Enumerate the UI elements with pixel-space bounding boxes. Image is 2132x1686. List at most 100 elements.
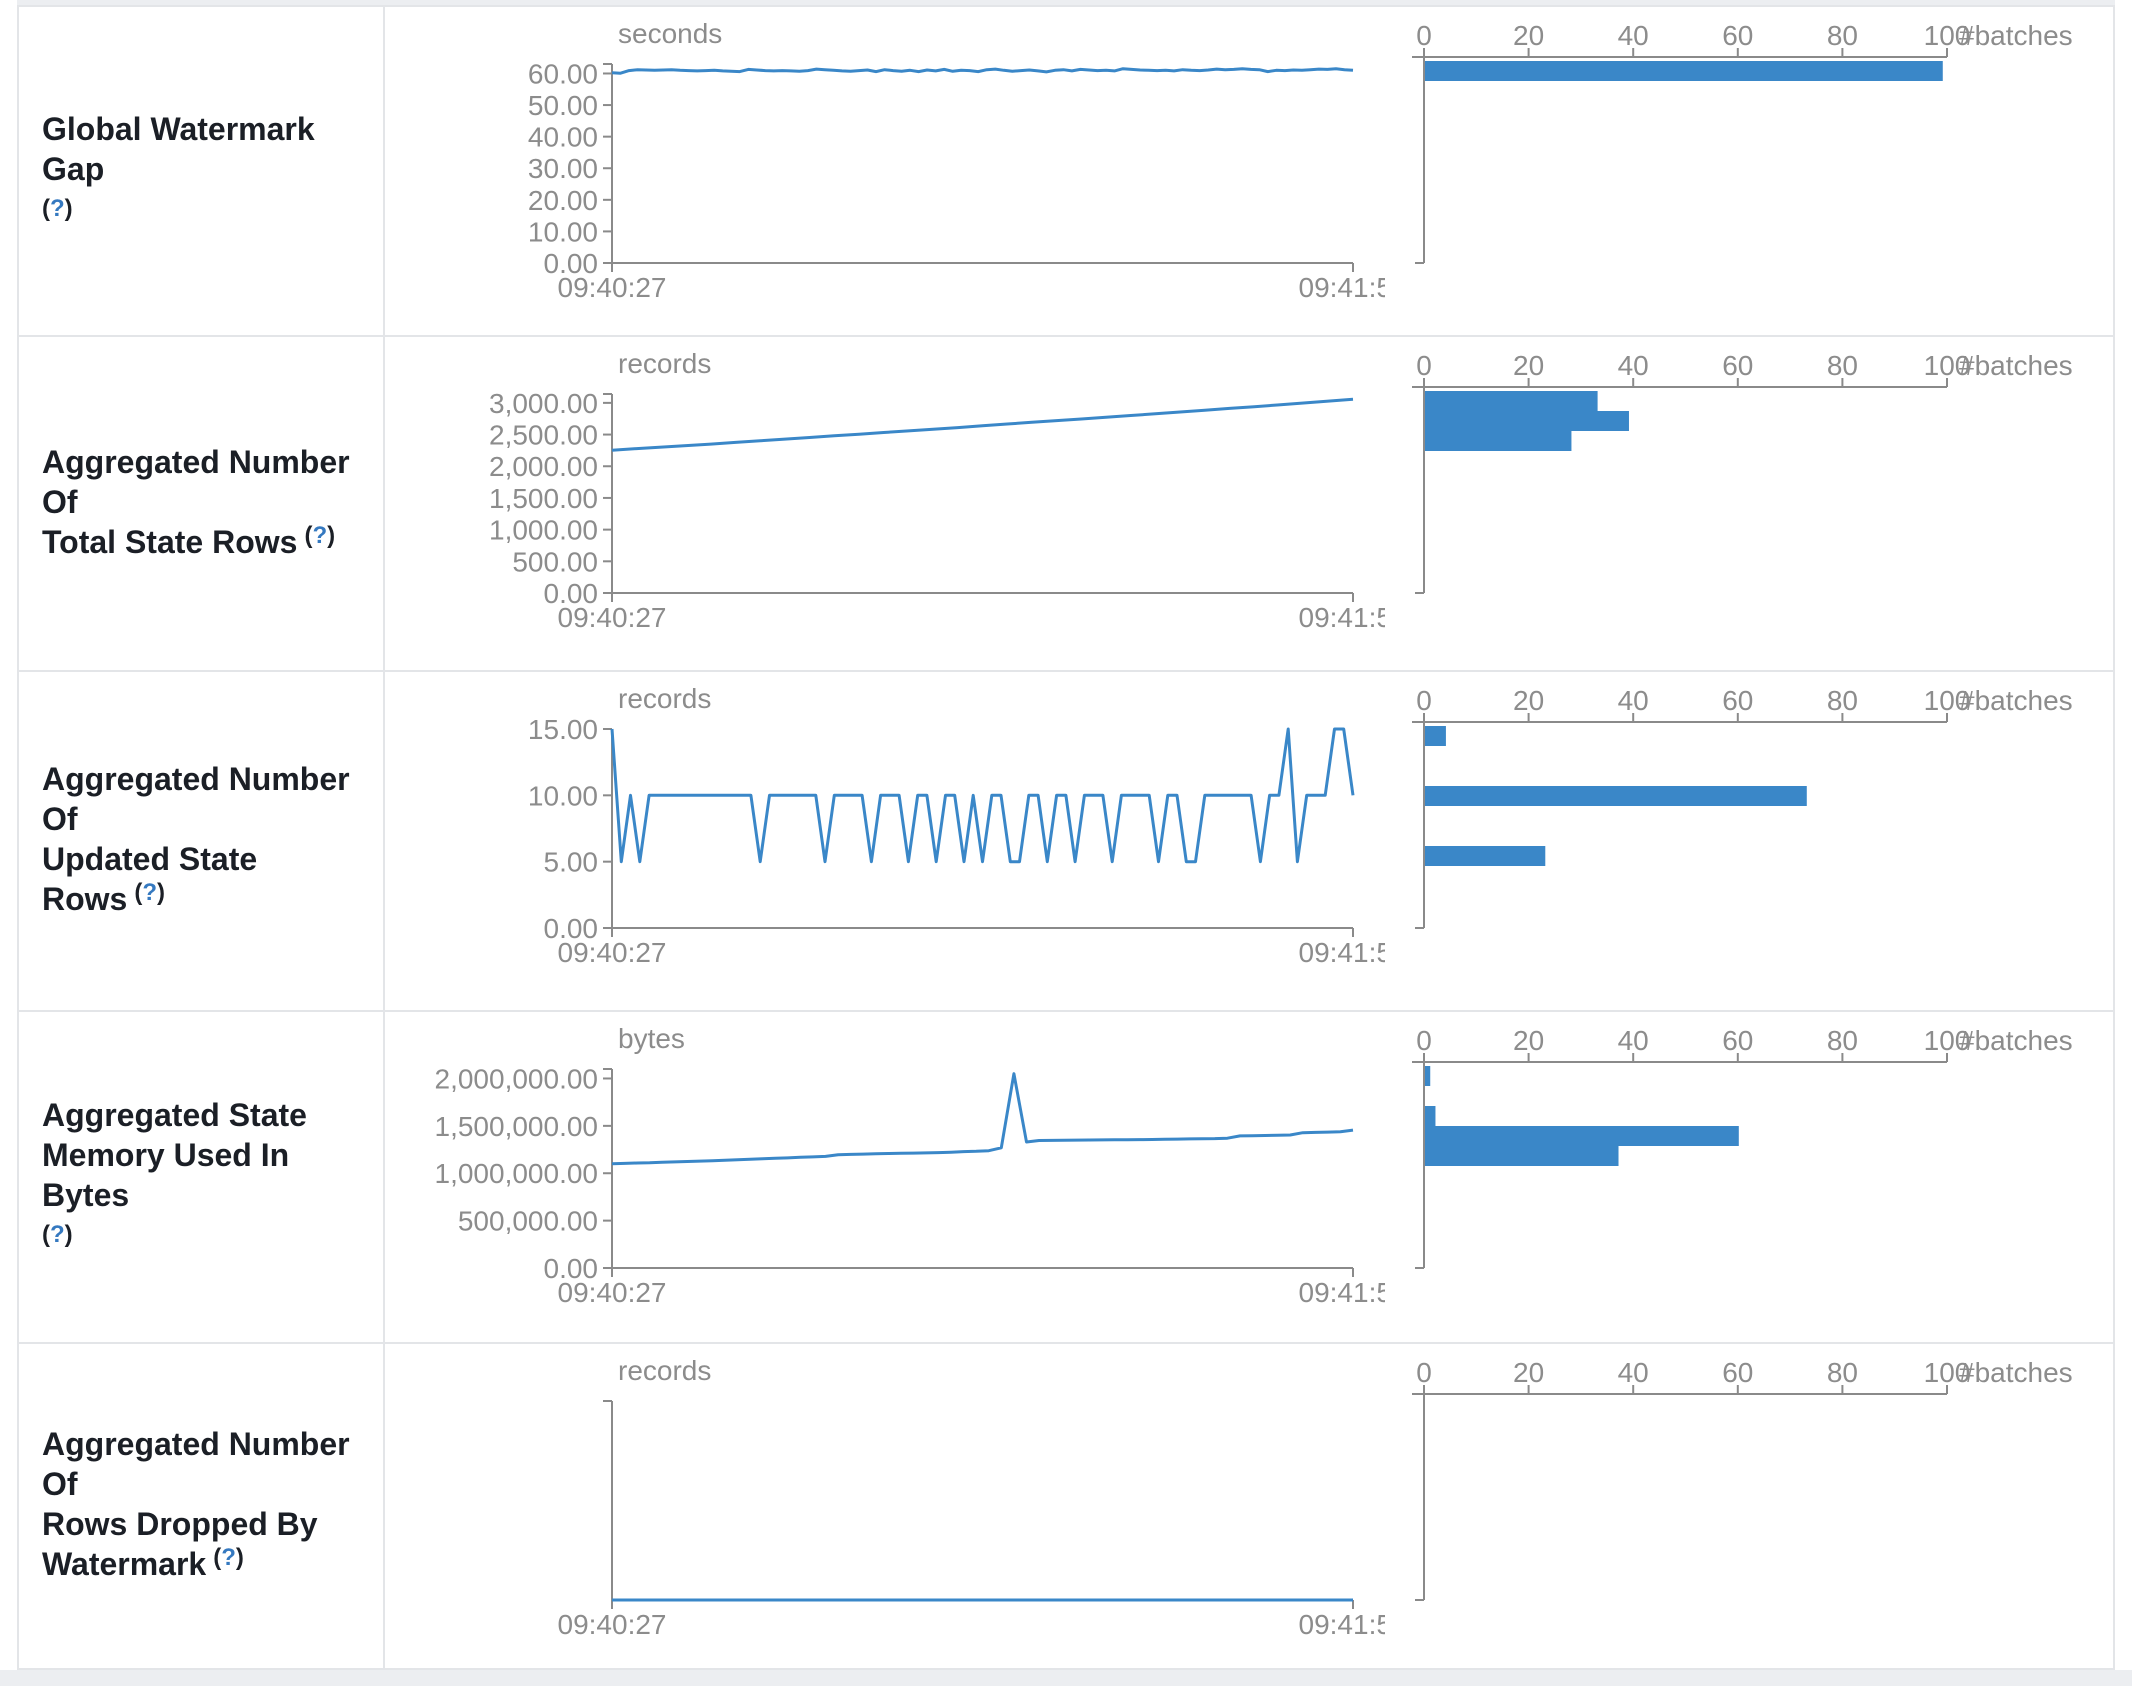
histogram-bar (1425, 726, 1446, 746)
metric-label-line: Watermark (?) (42, 1544, 363, 1588)
timeline-series-line (611, 67, 1354, 75)
time-start-label: 09:40:27 (558, 1277, 667, 1308)
timeline-chart: records 09:40:27 09:41:56 (558, 1355, 1386, 1640)
metric-label-cell: Aggregated Number Of Total State Rows (?) (19, 337, 385, 670)
y-axis (603, 1068, 613, 1269)
y-tick-label: 1,000,000.00 (435, 1158, 599, 1189)
metric-label-text: Aggregated State (42, 1097, 307, 1133)
batches-tick-label: 40 (1618, 1025, 1649, 1056)
help-paren-open: ( (213, 1544, 222, 1571)
histogram-bar (1425, 61, 1943, 81)
batches-tick-label: 80 (1827, 1025, 1858, 1056)
y-tick-label: 5.00 (544, 847, 599, 878)
time-end-label: 09:41:56 (1299, 1277, 1386, 1308)
time-end-label: 09:41:56 (1299, 1609, 1386, 1640)
y-axis (603, 1400, 613, 1600)
metric-label-text: Memory Used In Bytes (42, 1137, 290, 1213)
help-tooltip-link[interactable]: ? (221, 1544, 236, 1571)
help-indicator: (?) (42, 1221, 73, 1248)
metric-charts-cell: records 09:40:27 09:41:56 0 20 40 60 80 100#bat… (385, 1344, 2113, 1668)
y-tick-label: 50.00 (528, 90, 598, 121)
metric-label-line: Aggregated State (42, 1095, 363, 1135)
time-start-label: 09:40:27 (558, 1609, 667, 1640)
y-tick-label: 2,000,000.00 (435, 1063, 599, 1094)
metric-label-text: Total State Rows (42, 523, 298, 560)
metrics-table: Global Watermark Gap (?) seconds 60.00 50.0… (17, 5, 2115, 1670)
histogram-bars (1425, 391, 1629, 451)
metric-label-line: Updated State Rows (?) (42, 839, 363, 923)
help-paren-close: ) (64, 195, 73, 222)
metric-charts-cell: records 15.00 10.00 5.00 0.00 09:40:27 09:41:5… (385, 672, 2113, 1010)
y-tick-label: 0.00 (544, 913, 599, 944)
help-paren-close: ) (235, 1544, 244, 1571)
help-tooltip-link[interactable]: ? (50, 1221, 65, 1248)
metric-label-line: Aggregated Number Of (42, 442, 363, 522)
metric-label-line: Memory Used In Bytes (42, 1135, 363, 1215)
help-paren-open: ( (304, 521, 313, 549)
metric-help-line: (?) (42, 189, 363, 233)
batches-axis-label: #batches (1959, 685, 2073, 716)
batches-tick-label: 100 (1924, 685, 1971, 716)
histogram-bars (1425, 1066, 1739, 1166)
y-tick-label: 1,500,000.00 (435, 1111, 599, 1142)
time-start-label: 09:40:27 (558, 602, 667, 633)
time-end-label: 09:41:56 (1299, 272, 1386, 303)
x-axis (611, 1267, 1354, 1277)
batches-tick-label: 80 (1827, 20, 1858, 51)
x-axis (611, 262, 1354, 272)
histogram-bar (1425, 786, 1807, 806)
histogram-chart: 0 20 40 60 80 100#batches (1412, 685, 2073, 929)
y-tick-label: 15.00 (528, 714, 598, 745)
metric-label-cell: Aggregated State Memory Used In Bytes (?) (19, 1012, 385, 1342)
histogram-bar (1425, 391, 1598, 411)
y-tick-label: 0.00 (544, 1253, 599, 1284)
histogram-chart: 0 20 40 60 80 100#batches (1412, 20, 2073, 264)
help-tooltip-link[interactable]: ? (312, 521, 328, 549)
unit-label: bytes (618, 1023, 685, 1054)
batches-tick-label: 20 (1513, 1357, 1544, 1388)
y-tick-label: 500,000.00 (458, 1206, 598, 1237)
batches-tick-label: 20 (1513, 20, 1544, 51)
y-tick-label: 10.00 (528, 216, 598, 247)
batches-tick-label: 0 (1416, 1357, 1432, 1388)
batches-tick-label: 80 (1827, 1357, 1858, 1388)
help-tooltip-link[interactable]: ? (142, 879, 158, 906)
time-end-label: 09:41:56 (1299, 602, 1386, 633)
batches-tick-label: 60 (1722, 1025, 1753, 1056)
metric-label-text: Rows Dropped By (42, 1506, 318, 1542)
help-indicator: (?) (213, 1544, 244, 1571)
batches-tick-label: 20 (1513, 1025, 1544, 1056)
unit-label: seconds (618, 18, 722, 49)
time-start-label: 09:40:27 (558, 272, 667, 303)
histogram-bar (1425, 846, 1546, 866)
batches-axis (1412, 378, 1948, 594)
histogram-chart: 0 20 40 60 80 100#batches (1412, 1357, 2073, 1601)
y-tick-label: 20.00 (528, 185, 598, 216)
histogram-bar (1425, 1146, 1619, 1166)
help-paren-open: ( (42, 195, 50, 222)
help-indicator: (?) (134, 879, 165, 906)
metric-label-cell: Aggregated Number Of Updated State Rows (?… (19, 672, 385, 1010)
help-tooltip-link[interactable]: ? (50, 195, 65, 222)
bottom-strip (0, 1670, 2132, 1686)
batches-tick-label: 0 (1416, 1025, 1432, 1056)
batches-tick-label: 100 (1924, 20, 1971, 51)
metric-label-text: Aggregated Number Of (42, 1426, 350, 1502)
batches-axis-label: #batches (1959, 20, 2073, 51)
unit-label: records (618, 1355, 711, 1386)
batches-tick-label: 100 (1924, 1357, 1971, 1388)
metric-row: Aggregated Number Of Updated State Rows (?… (19, 672, 2113, 1012)
time-end-label: 09:41:56 (1299, 937, 1386, 968)
y-tick-label: 3,000.00 (489, 388, 598, 419)
y-axis (603, 728, 613, 929)
batches-axis (1412, 48, 1948, 264)
y-tick-label: 10.00 (528, 780, 598, 811)
timeline-chart: seconds 60.0050.0040.0030.0020.0010.000.0… (528, 18, 1386, 303)
batches-axis-label: #batches (1959, 1357, 2073, 1388)
batches-tick-label: 0 (1416, 350, 1432, 381)
help-indicator: (?) (304, 522, 335, 549)
y-tick-label: 0.00 (544, 248, 599, 279)
metric-label-line: Total State Rows (?) (42, 522, 363, 566)
y-tick-label: 0.00 (544, 578, 599, 609)
